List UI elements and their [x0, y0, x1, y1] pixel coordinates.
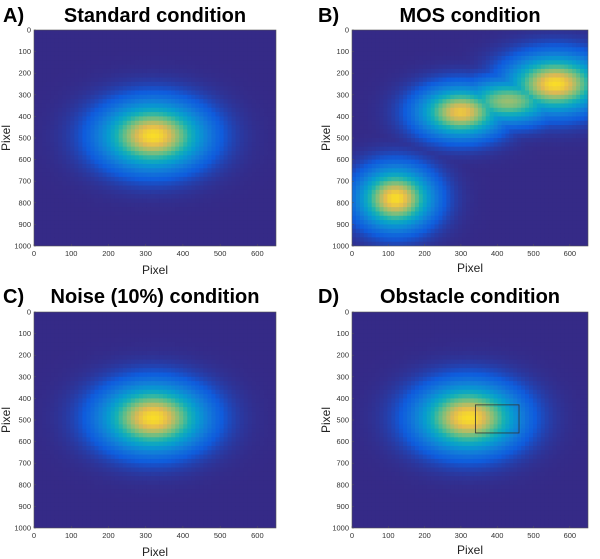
y-tick-label: 0 — [345, 308, 349, 317]
heatmap-panel-1: 0 100 200 300 400 500 600 0 100 200 300 400 500 600 70… — [0, 5, 277, 277]
y-tick-label: 200 — [18, 69, 31, 78]
y-tick-label: 100 — [336, 47, 349, 56]
heatmap-cells — [352, 312, 588, 528]
heatmap-cells — [34, 30, 276, 246]
y-tick-label: 400 — [18, 394, 31, 403]
y-tick-label: 100 — [18, 329, 31, 338]
heatmap-cells — [352, 30, 588, 246]
y-tick-label: 800 — [336, 198, 349, 207]
x-tick-label: 300 — [139, 249, 152, 258]
x-axis-label: Pixel — [457, 543, 483, 557]
y-tick-label: 1000 — [332, 242, 349, 251]
y-tick-label: 400 — [18, 112, 31, 121]
heatmap-cells — [34, 312, 276, 528]
panel-title: Noise (10%) condition — [51, 286, 260, 308]
y-axis-label: Pixel — [319, 407, 333, 433]
x-tick-label: 0 — [350, 249, 354, 258]
x-tick-label: 200 — [102, 249, 115, 258]
x-tick-label: 0 — [32, 531, 36, 540]
x-tick-label: 400 — [177, 531, 190, 540]
x-tick-label: 200 — [418, 249, 431, 258]
y-tick-label: 700 — [336, 459, 349, 468]
y-tick-label: 900 — [336, 220, 349, 229]
obstacle-box — [475, 404, 520, 434]
y-tick-label: 900 — [18, 502, 31, 511]
x-tick-label: 500 — [527, 249, 540, 258]
y-tick-label: 700 — [18, 177, 31, 186]
y-tick-label: 700 — [336, 177, 349, 186]
y-tick-label: 500 — [18, 134, 31, 143]
panel-title: Standard condition — [64, 5, 246, 27]
panel-letter: D) — [318, 286, 339, 308]
x-tick-label: 200 — [102, 531, 115, 540]
heatmap-panel-2: 0 100 200 300 400 500 600 0 100 200 300 400 500 600 70… — [318, 5, 589, 275]
y-axis-label: Pixel — [319, 125, 333, 151]
y-tick-label: 200 — [18, 351, 31, 360]
panel-letter: A) — [3, 5, 24, 27]
y-axis-label: Pixel — [0, 407, 13, 433]
x-tick-label: 400 — [491, 249, 504, 258]
x-tick-label: 500 — [214, 249, 227, 258]
y-tick-label: 1000 — [332, 524, 349, 533]
y-tick-label: 1000 — [14, 242, 31, 251]
y-tick-label: 200 — [336, 351, 349, 360]
y-tick-label: 800 — [18, 480, 31, 489]
y-tick-label: 500 — [18, 416, 31, 425]
x-tick-label: 100 — [65, 531, 78, 540]
y-tick-label: 500 — [336, 134, 349, 143]
x-axis-label: Pixel — [457, 261, 483, 275]
y-tick-label: 500 — [336, 416, 349, 425]
panel-title: Obstacle condition — [380, 286, 560, 308]
heatmap-panel-4: 0 100 200 300 400 500 600 0 100 200 300 400 500 600 70… — [318, 286, 589, 557]
panel-letter: B) — [318, 5, 339, 27]
x-tick-label: 600 — [564, 249, 577, 258]
y-tick-label: 300 — [18, 372, 31, 381]
y-tick-label: 700 — [18, 459, 31, 468]
y-tick-label: 0 — [27, 308, 31, 317]
y-tick-label: 300 — [336, 372, 349, 381]
y-tick-label: 100 — [18, 47, 31, 56]
x-tick-label: 400 — [177, 249, 190, 258]
x-tick-label: 400 — [491, 531, 504, 540]
y-tick-label: 800 — [18, 198, 31, 207]
x-tick-label: 500 — [214, 531, 227, 540]
y-tick-label: 900 — [336, 502, 349, 511]
x-axis-label: Pixel — [142, 263, 168, 277]
y-tick-label: 100 — [336, 329, 349, 338]
y-tick-label: 400 — [336, 394, 349, 403]
x-tick-label: 100 — [382, 531, 395, 540]
y-tick-label: 400 — [336, 112, 349, 121]
x-tick-label: 200 — [418, 531, 431, 540]
y-tick-label: 300 — [18, 90, 31, 99]
x-tick-label: 300 — [455, 249, 468, 258]
x-tick-label: 0 — [32, 249, 36, 258]
y-tick-label: 600 — [18, 437, 31, 446]
y-tick-label: 800 — [336, 480, 349, 489]
panel-title: MOS condition — [399, 5, 540, 27]
x-tick-label: 0 — [350, 531, 354, 540]
x-tick-label: 100 — [65, 249, 78, 258]
panel-letter: C) — [3, 286, 24, 308]
x-tick-label: 300 — [139, 531, 152, 540]
y-tick-label: 600 — [336, 437, 349, 446]
y-tick-label: 0 — [27, 26, 31, 35]
y-tick-label: 600 — [336, 155, 349, 164]
y-tick-label: 600 — [18, 155, 31, 164]
x-tick-label: 600 — [251, 531, 264, 540]
y-axis-label: Pixel — [0, 125, 13, 151]
y-tick-label: 1000 — [14, 524, 31, 533]
heatmap-panel-3: 0 100 200 300 400 500 600 0 100 200 300 400 500 600 70… — [0, 286, 277, 559]
x-axis-label: Pixel — [142, 545, 168, 559]
x-tick-label: 600 — [251, 249, 264, 258]
x-tick-label: 100 — [382, 249, 395, 258]
x-tick-label: 300 — [455, 531, 468, 540]
y-tick-label: 200 — [336, 69, 349, 78]
y-tick-label: 900 — [18, 220, 31, 229]
x-tick-label: 600 — [564, 531, 577, 540]
y-tick-label: 300 — [336, 90, 349, 99]
y-tick-label: 0 — [345, 26, 349, 35]
x-tick-label: 500 — [527, 531, 540, 540]
